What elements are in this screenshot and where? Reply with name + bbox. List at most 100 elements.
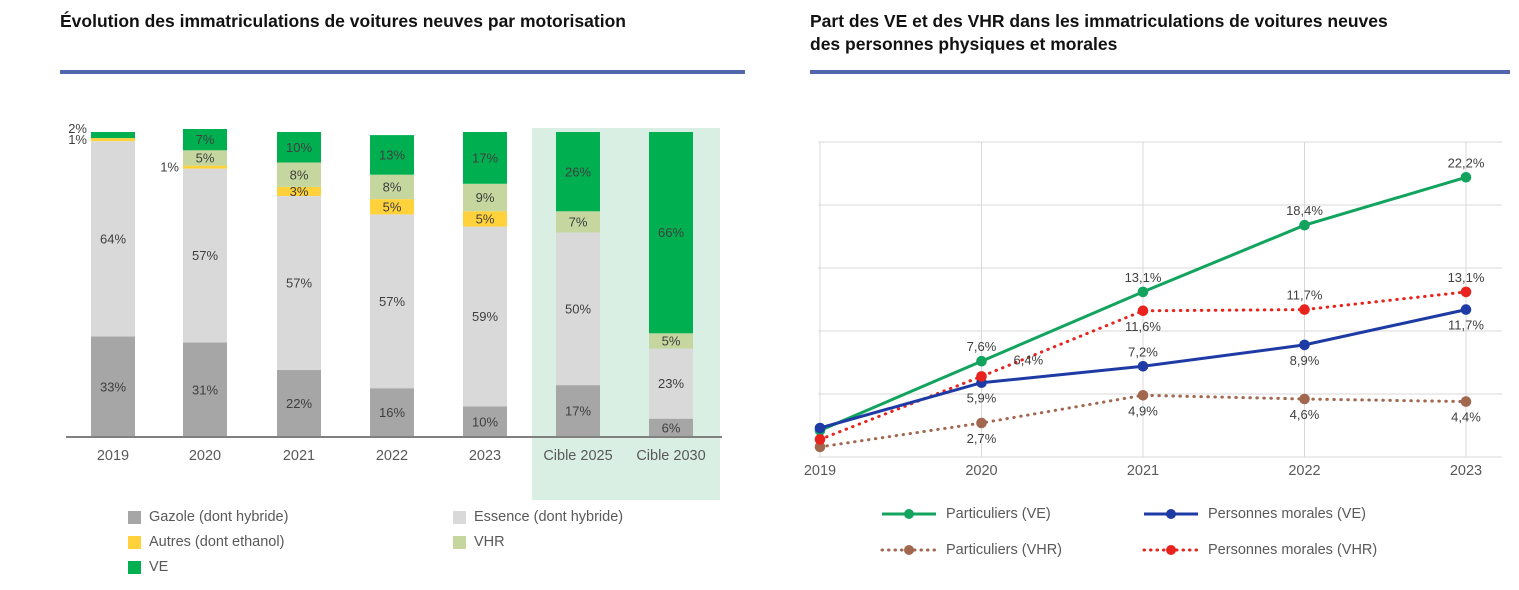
series-2-marker: [1137, 390, 1149, 401]
bar-chart-title-underline: [60, 70, 745, 74]
line-chart-legend: Particuliers (VE) Personnes morales (VE)…: [880, 505, 1377, 559]
legend-item-vhr: VHR: [453, 533, 623, 551]
svg-text:5%: 5%: [476, 212, 495, 227]
svg-text:17%: 17%: [565, 404, 591, 419]
series-0-marker: [1137, 286, 1149, 298]
svg-text:2023: 2023: [1450, 463, 1482, 479]
bar-group-2021: 22% 57% 3% 8% 10% 2021: [277, 132, 321, 464]
legend-item-particuliers-vhr: Particuliers (VHR): [880, 541, 1142, 559]
svg-text:18,4%: 18,4%: [1286, 203, 1323, 218]
svg-text:2019: 2019: [97, 448, 129, 464]
svg-text:4,6%: 4,6%: [1290, 407, 1320, 422]
series-1-marker: [814, 422, 826, 434]
svg-text:5,9%: 5,9%: [967, 391, 997, 406]
bar-group-Cible-2030: 6% 23% 5% 66% Cible 2030: [636, 132, 706, 464]
svg-text:10%: 10%: [286, 140, 312, 155]
svg-text:5%: 5%: [662, 334, 681, 349]
svg-text:2022: 2022: [376, 448, 408, 464]
series-3-marker: [976, 371, 987, 382]
series-0-marker: [1299, 219, 1310, 231]
bar-group-2023: 10% 59% 5% 9% 17% 2023: [463, 132, 507, 464]
green-line-swatch-icon: [880, 507, 938, 521]
svg-text:22%: 22%: [286, 396, 312, 411]
svg-text:13,1%: 13,1%: [1125, 270, 1162, 285]
svg-text:5%: 5%: [383, 199, 402, 214]
legend-item-gazole: Gazole (dont hybride): [128, 508, 453, 526]
svg-text:2023: 2023: [469, 448, 501, 464]
svg-text:2,7%: 2,7%: [967, 431, 997, 446]
gridlines: [818, 141, 1502, 458]
legend-item-autres: Autres (dont ethanol): [128, 533, 453, 551]
svg-text:6%: 6%: [662, 420, 681, 435]
legend-label-morales-ve: Personnes morales (VE): [1208, 506, 1366, 522]
svg-text:Cible 2025: Cible 2025: [543, 448, 612, 464]
svg-text:13%: 13%: [379, 148, 405, 163]
svg-text:66%: 66%: [658, 225, 684, 240]
series-1-marker: [1460, 304, 1472, 315]
svg-text:11,6%: 11,6%: [1125, 319, 1161, 334]
ve-swatch-icon: [128, 560, 141, 574]
bar-group-Cible-2025: 17% 50% 7% 26% Cible 2025: [543, 132, 613, 464]
svg-text:2022: 2022: [1288, 463, 1320, 479]
svg-text:50%: 50%: [565, 302, 591, 317]
bar-group-2020: 31% 57% 5% 7% 1% 2020: [160, 129, 227, 464]
bar-group-2022: 16% 57% 5% 8% 13% 2022: [370, 135, 414, 464]
svg-text:13,1%: 13,1%: [1448, 270, 1485, 285]
svg-text:59%: 59%: [472, 309, 498, 324]
svg-text:57%: 57%: [192, 248, 218, 263]
svg-text:2021: 2021: [283, 448, 315, 464]
vhr-swatch-icon: [453, 535, 466, 549]
legend-label-particuliers-vhr: Particuliers (VHR): [946, 542, 1063, 558]
svg-text:57%: 57%: [286, 276, 312, 291]
series-1-marker: [1299, 339, 1310, 351]
series-2-marker: [976, 417, 987, 429]
autres-swatch-icon: [128, 535, 141, 549]
legend-label-gazole: Gazole (dont hybride): [149, 509, 289, 525]
gazole-swatch-icon: [128, 510, 141, 524]
legend-label-autres: Autres (dont ethanol): [149, 534, 285, 550]
svg-text:2019: 2019: [804, 463, 836, 479]
legend-item-morales-ve: Personnes morales (VE): [1142, 505, 1377, 523]
line-chart-title: Part des VE et des VHR dans les immatric…: [810, 11, 1388, 55]
svg-text:7,2%: 7,2%: [1128, 344, 1158, 359]
bar-chart-legend: Gazole (dont hybride) Essence (dont hybr…: [128, 508, 623, 576]
svg-text:8,9%: 8,9%: [1290, 353, 1320, 368]
svg-text:8%: 8%: [290, 167, 309, 182]
svg-text:Cible 2030: Cible 2030: [636, 448, 705, 464]
svg-text:3%: 3%: [290, 184, 309, 199]
svg-text:57%: 57%: [379, 294, 405, 309]
series-2-marker: [1299, 393, 1310, 405]
legend-label-particuliers-ve: Particuliers (VE): [946, 506, 1051, 522]
svg-text:26%: 26%: [565, 164, 591, 179]
series-3-marker: [814, 434, 826, 445]
svg-text:16%: 16%: [379, 405, 405, 420]
svg-text:7%: 7%: [569, 215, 588, 230]
line-chart-svg: 7,6% 13,1% 18,4% 22,2% 5,9% 7,2% 8,9% 11,7% 2,7%…: [804, 141, 1502, 479]
line-chart-title-underline: [810, 70, 1510, 74]
legend-label-morales-vhr: Personnes morales (VHR): [1208, 542, 1378, 558]
svg-text:17%: 17%: [472, 151, 498, 166]
svg-text:11,7%: 11,7%: [1448, 318, 1484, 333]
legend-item-particuliers-ve: Particuliers (VE): [880, 505, 1142, 523]
series-3-marker: [1137, 305, 1149, 317]
svg-text:4,4%: 4,4%: [1451, 410, 1481, 425]
svg-text:33%: 33%: [100, 379, 126, 394]
svg-text:22,2%: 22,2%: [1448, 155, 1485, 170]
bar-group-2019: 33% 64% 1%2% 2019: [68, 121, 135, 464]
red-dotted-swatch-icon: [1142, 543, 1200, 557]
svg-text:7,6%: 7,6%: [967, 339, 997, 354]
svg-text:6,4%: 6,4%: [1014, 352, 1044, 367]
series-3-marker: [1460, 286, 1472, 298]
svg-text:23%: 23%: [658, 376, 684, 391]
svg-text:1%: 1%: [160, 159, 179, 174]
legend-item-essence: Essence (dont hybride): [453, 508, 623, 526]
legend-label-essence: Essence (dont hybride): [474, 509, 624, 525]
svg-text:64%: 64%: [100, 231, 126, 246]
series-1-marker: [1137, 361, 1149, 372]
legend-item-morales-vhr: Personnes morales (VHR): [1142, 541, 1377, 559]
svg-text:5%: 5%: [196, 151, 215, 166]
series-2-marker: [1460, 396, 1472, 407]
series-3-marker: [1299, 304, 1310, 315]
bar-chart-svg: 33%64%1%2%201931%57%5%7%1%202022%57%3%8%…: [66, 121, 722, 500]
svg-text:7%: 7%: [196, 132, 215, 147]
